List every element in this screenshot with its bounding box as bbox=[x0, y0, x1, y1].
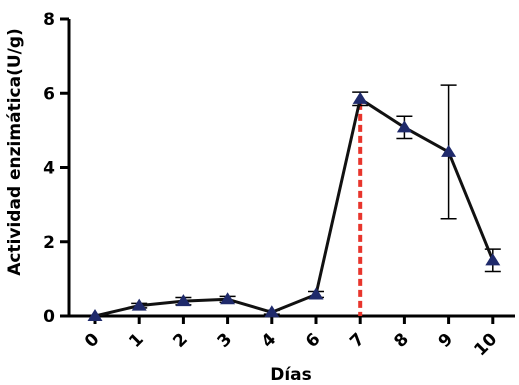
x-tick-label: 1 bbox=[125, 329, 148, 352]
x-tick-label: 4 bbox=[258, 329, 281, 352]
data-point-marker bbox=[352, 91, 368, 104]
error-bars bbox=[131, 84, 501, 315]
y-tick-label: 8 bbox=[43, 10, 55, 30]
data-point-marker bbox=[308, 287, 324, 300]
data-point-marker bbox=[175, 294, 191, 307]
data-point-marker bbox=[220, 292, 236, 305]
data-point-marker bbox=[485, 253, 501, 266]
x-tick-label: 10 bbox=[470, 329, 501, 360]
data-point-marker bbox=[264, 305, 280, 318]
data-point-marker bbox=[396, 120, 412, 133]
x-tick-label: 2 bbox=[169, 329, 192, 352]
y-axis-label: Actividad enzimática(U/g) bbox=[5, 28, 25, 276]
series-line bbox=[94, 97, 495, 318]
x-tick-label: 6 bbox=[302, 329, 325, 352]
x-tick-label: 3 bbox=[214, 329, 237, 352]
data-point-marker bbox=[131, 298, 147, 311]
x-axis-label: Días bbox=[270, 365, 312, 385]
y-tick-label: 4 bbox=[43, 159, 55, 179]
y-tick-label: 6 bbox=[43, 84, 55, 104]
y-tick-label: 2 bbox=[43, 233, 55, 253]
x-tick-label: 9 bbox=[435, 329, 458, 352]
x-tick-label: 0 bbox=[81, 329, 104, 352]
y-tick-label: 0 bbox=[43, 307, 55, 327]
markers bbox=[87, 91, 501, 321]
axes bbox=[60, 17, 515, 324]
x-tick-label: 8 bbox=[390, 329, 413, 352]
data-point-marker bbox=[441, 144, 457, 157]
x-tick-label: 7 bbox=[346, 329, 369, 352]
data-point-marker bbox=[87, 309, 103, 321]
series-layer bbox=[94, 97, 495, 318]
